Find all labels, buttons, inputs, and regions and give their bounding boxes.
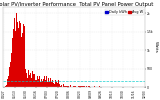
Bar bbox=[86, 86, 87, 87]
Bar bbox=[13, 29, 14, 87]
Bar bbox=[36, 80, 37, 87]
Bar bbox=[70, 85, 71, 87]
Bar bbox=[61, 85, 62, 87]
Bar bbox=[56, 82, 57, 87]
Bar bbox=[37, 76, 38, 87]
Bar bbox=[52, 80, 53, 87]
Bar bbox=[35, 80, 36, 87]
Bar bbox=[51, 82, 52, 87]
Bar bbox=[6, 85, 7, 87]
Bar bbox=[72, 86, 73, 87]
Bar bbox=[32, 71, 33, 87]
Bar bbox=[42, 82, 43, 87]
Bar bbox=[50, 78, 51, 87]
Bar bbox=[74, 86, 75, 87]
Bar bbox=[27, 78, 28, 87]
Bar bbox=[40, 78, 41, 87]
Bar bbox=[84, 86, 85, 87]
Bar bbox=[87, 86, 88, 87]
Bar bbox=[25, 69, 26, 87]
Bar bbox=[82, 86, 83, 87]
Bar bbox=[47, 82, 48, 87]
Bar bbox=[17, 22, 18, 87]
Bar bbox=[49, 82, 50, 87]
Bar bbox=[76, 86, 77, 87]
Bar bbox=[45, 80, 46, 87]
Bar bbox=[43, 79, 44, 87]
Bar bbox=[7, 79, 8, 87]
Bar bbox=[33, 74, 34, 87]
Bar bbox=[79, 86, 80, 87]
Legend: Daily kWh, Avg W: Daily kWh, Avg W bbox=[105, 9, 144, 15]
Bar bbox=[53, 83, 54, 87]
Bar bbox=[26, 72, 27, 87]
Bar bbox=[41, 79, 42, 87]
Bar bbox=[73, 86, 74, 87]
Title: Solar PV/Inverter Performance  Total PV Panel Power Output: Solar PV/Inverter Performance Total PV P… bbox=[0, 2, 153, 7]
Bar bbox=[59, 84, 60, 87]
Bar bbox=[75, 86, 76, 87]
Bar bbox=[31, 78, 32, 87]
Bar bbox=[60, 86, 61, 87]
Bar bbox=[15, 31, 16, 87]
Bar bbox=[81, 86, 82, 87]
Bar bbox=[38, 79, 39, 87]
Bar bbox=[62, 86, 63, 87]
Bar bbox=[67, 86, 68, 87]
Bar bbox=[54, 84, 55, 87]
Bar bbox=[64, 85, 65, 87]
Bar bbox=[63, 84, 64, 87]
Bar bbox=[78, 86, 79, 87]
Bar bbox=[20, 23, 21, 87]
Bar bbox=[9, 66, 10, 87]
Bar bbox=[21, 37, 22, 87]
Bar bbox=[83, 86, 84, 87]
Bar bbox=[23, 24, 24, 87]
Bar bbox=[19, 21, 20, 87]
Bar bbox=[16, 24, 17, 87]
Bar bbox=[39, 76, 40, 87]
Bar bbox=[65, 86, 66, 87]
Bar bbox=[58, 80, 59, 87]
Bar bbox=[8, 76, 9, 87]
Bar bbox=[57, 83, 58, 87]
Bar bbox=[80, 86, 81, 87]
Bar bbox=[44, 76, 45, 87]
Bar bbox=[28, 75, 29, 87]
Bar bbox=[94, 86, 95, 87]
Bar bbox=[11, 53, 12, 87]
Bar bbox=[89, 86, 90, 87]
Bar bbox=[12, 38, 13, 87]
Bar bbox=[48, 78, 49, 87]
Bar bbox=[29, 75, 30, 87]
Bar bbox=[5, 86, 6, 87]
Bar bbox=[68, 86, 69, 87]
Bar bbox=[24, 26, 25, 87]
Bar bbox=[30, 73, 31, 87]
Bar bbox=[55, 80, 56, 87]
Bar bbox=[18, 28, 19, 87]
Bar bbox=[10, 62, 11, 87]
Bar bbox=[99, 86, 100, 87]
Y-axis label: Watts: Watts bbox=[154, 41, 158, 53]
Bar bbox=[34, 74, 35, 87]
Bar bbox=[22, 33, 23, 87]
Bar bbox=[46, 76, 47, 87]
Bar bbox=[66, 86, 67, 87]
Bar bbox=[14, 18, 15, 87]
